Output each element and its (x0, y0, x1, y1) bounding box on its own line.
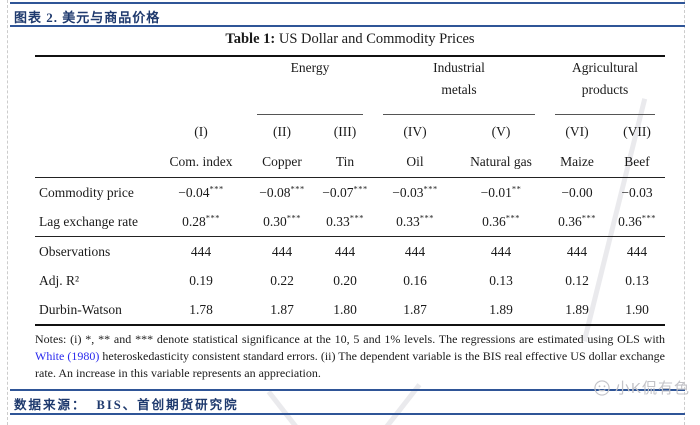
table-cell: 1.90 (609, 295, 666, 326)
group-header: Agricultural products (545, 55, 666, 117)
row-label: Lag exchange rate (35, 207, 155, 237)
table-cell: 0.13 (489, 272, 513, 288)
table-row: Adj. R² 0.19 0.22 0.20 0.16 0.13 0.12 0.13 (35, 266, 665, 295)
row-label: Observations (39, 243, 111, 259)
table-cell: 0.36*** (609, 207, 666, 237)
table-notes: Notes: (i) *, ** and *** denote statisti… (35, 331, 665, 382)
notes-text-2: heteroskedasticity consistent standard e… (35, 349, 666, 381)
column-name: Beef (609, 147, 666, 178)
column-number: (II) (273, 124, 291, 139)
table-cell: 444 (490, 243, 512, 259)
table-cell: −0.08*** (259, 183, 305, 200)
table-cell: −0.00 (561, 184, 593, 200)
left-dashed-border (7, 0, 8, 425)
col-number-label-spacer (35, 117, 155, 147)
row-label: Commodity price (39, 184, 134, 200)
group-header: Energy (247, 55, 373, 117)
col-name-label-spacer (35, 147, 155, 178)
table-cell: 0.36*** (457, 207, 545, 237)
table-cell: 1.87 (247, 295, 317, 326)
table-cell: 0.12 (565, 272, 589, 288)
footer-bottom-rule (10, 413, 685, 415)
table-cell: −0.07*** (322, 183, 368, 200)
table-cell: 1.80 (317, 295, 373, 326)
table-cell: 0.36*** (545, 207, 609, 237)
diagonal-watermark-stroke (266, 390, 339, 425)
data-source-label: 数据来源： (14, 398, 87, 412)
table-cell: 0.16 (403, 272, 427, 288)
table-cell: 0.13 (625, 272, 649, 288)
table-cell: 444 (334, 243, 356, 259)
footer-top-rule (10, 389, 685, 391)
notes-text-1: Notes: (i) *, ** and *** denote statisti… (35, 332, 665, 346)
table-cell: 444 (626, 243, 648, 259)
table-cell: −0.04*** (178, 183, 224, 200)
table-cell: 444 (404, 243, 426, 259)
table-row: Observations 444 444 444 444 444 444 444 (35, 237, 665, 267)
table-row: Lag exchange rate 0.28*** 0.30*** 0.33*** 0.… (35, 207, 666, 237)
group-underline (257, 114, 363, 115)
figure-title: 图表 2. 美元与商品价格 (14, 10, 161, 25)
table-caption: Table 1: US Dollar and Commodity Prices (35, 31, 665, 48)
right-dashed-border (684, 0, 685, 425)
column-number: (V) (491, 124, 511, 139)
table-cell: 0.22 (270, 272, 294, 288)
white-1980-citation-link[interactable]: White (1980) (35, 349, 100, 364)
column-number: (IV) (403, 124, 427, 139)
column-number: (III) (333, 124, 357, 139)
column-name: Natural gas (457, 147, 545, 178)
column-name: Oil (373, 147, 457, 178)
table-cell: 1.89 (457, 295, 545, 326)
table-row: Commodity price −0.04*** −0.08*** −0.07*** −… (35, 178, 665, 208)
title-rule (10, 25, 685, 27)
group-row-col1-spacer (155, 55, 247, 117)
table-row: Durbin-Watson 1.78 1.87 1.80 1.87 1.89 1.89 1.9… (35, 295, 666, 326)
table-cell: −0.03 (621, 184, 653, 200)
column-name: Tin (317, 147, 373, 178)
table-cell: 444 (190, 243, 212, 259)
data-source-value: BIS、首创期货研究院 (96, 398, 239, 412)
table-cell: 1.89 (545, 295, 609, 326)
table-cell: 0.33*** (373, 207, 457, 237)
column-name: Com. index (155, 147, 247, 178)
table-cell: 1.78 (155, 295, 247, 326)
brand-watermark-text: 小K侃有色 (614, 380, 690, 397)
table-cell: −0.03*** (392, 183, 438, 200)
table-cell: 0.33*** (317, 207, 373, 237)
table-caption-number: Table 1: (225, 31, 276, 47)
column-name: Copper (247, 147, 317, 178)
table-cell: 444 (271, 243, 293, 259)
group-row-label-spacer (35, 55, 155, 117)
column-name: Maize (545, 147, 609, 178)
table-cell: 444 (566, 243, 588, 259)
data-source: 数据来源： BIS、首创期货研究院 (14, 394, 239, 413)
group-header: Industrial metals (373, 55, 545, 117)
column-number: (I) (194, 124, 208, 139)
top-rule (10, 2, 685, 4)
table-cell: 1.87 (373, 295, 457, 326)
table-cell: 0.28*** (155, 207, 247, 237)
table-cell: 0.19 (189, 272, 213, 288)
group-underline (555, 114, 656, 115)
table-caption-text: US Dollar and Commodity Prices (275, 31, 475, 47)
group-underline (383, 114, 535, 115)
table-cell: 0.20 (333, 272, 357, 288)
table-cell: 0.30*** (247, 207, 317, 237)
regression-table: Energy Industrial metals Agricultural prod… (35, 55, 666, 326)
column-number: (VI) (565, 124, 589, 139)
row-label: Adj. R² (39, 272, 80, 288)
wechat-face-icon (592, 378, 612, 398)
table-cell: −0.01** (480, 183, 522, 200)
row-label: Durbin-Watson (35, 295, 155, 326)
column-number: (VII) (623, 124, 651, 139)
brand-watermark: 小K侃有色 (592, 377, 690, 398)
